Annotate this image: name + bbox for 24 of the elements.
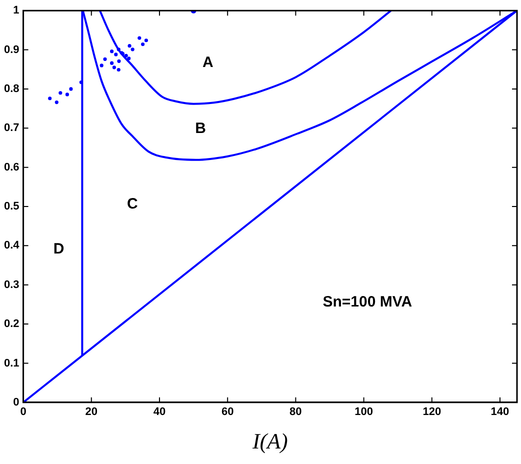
y-tick-label: 0.2 [4, 318, 20, 330]
x-tick-label: 80 [290, 406, 302, 418]
annotation: B [195, 120, 206, 138]
x-tick-label: 20 [85, 406, 98, 418]
x-tick-label: 140 [490, 406, 510, 418]
x-tick-label: 100 [354, 406, 373, 418]
x-tick-label: 40 [153, 406, 166, 418]
annotation: C [126, 196, 138, 213]
y-tick-label: 0.7 [4, 122, 20, 134]
y-tick-label: 0.4 [4, 240, 20, 252]
y-tick-label: 0.1 [4, 357, 20, 370]
y-tick-label: 1 [13, 4, 20, 17]
y-tick-label: 0 [13, 396, 20, 408]
y-tick-label: 0.9 [4, 44, 20, 56]
y-tick-label: 0.8 [4, 82, 20, 95]
x-tick-label: 120 [422, 406, 442, 418]
x-tick-label: 60 [221, 406, 234, 418]
y-tick-label: 0.3 [4, 278, 20, 291]
y-tick-label: 0.5 [4, 200, 20, 213]
annotation: Sn=100 MVA [322, 294, 412, 311]
x-axis-title: I(A) [251, 428, 288, 454]
y-tick-label: 0.6 [4, 161, 20, 174]
annotation: A [202, 54, 214, 72]
annotation: D [53, 240, 64, 258]
